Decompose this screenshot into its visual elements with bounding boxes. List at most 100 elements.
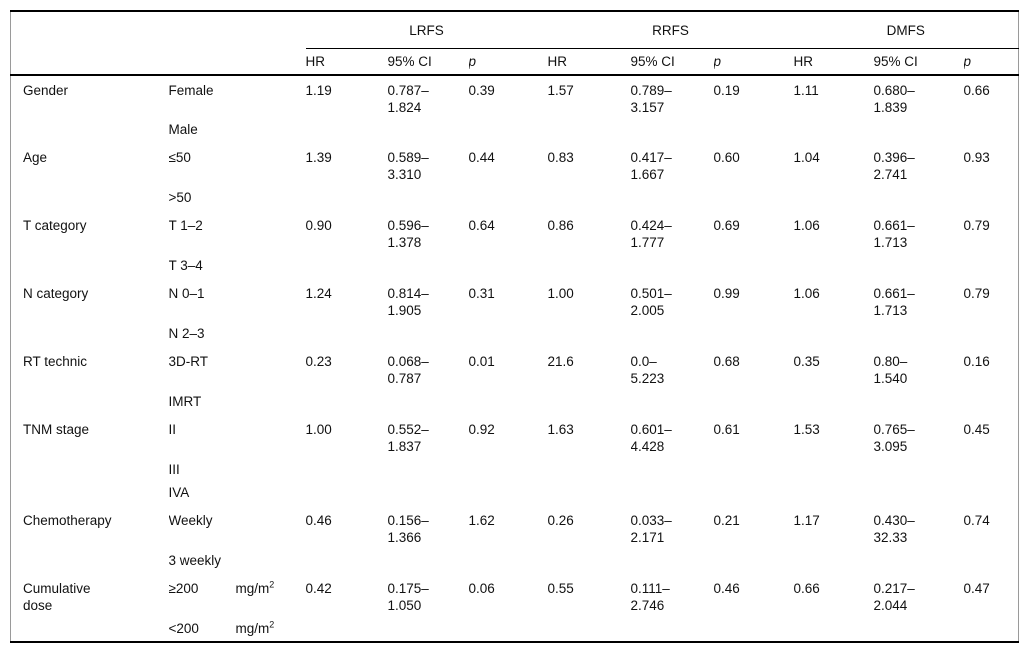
lrfs-p: 0.92: [468, 422, 495, 437]
col-header-ci: 95% CI: [630, 48, 714, 76]
dmfs-hr: 0.66: [793, 581, 820, 596]
rrfs-p: 0.61: [713, 422, 740, 437]
variable-label: T category: [23, 218, 87, 233]
lrfs-p: 0.64: [468, 218, 495, 233]
lrfs-hr: 1.39: [305, 150, 332, 165]
lrfs-ci: 0.552– 1.837: [387, 422, 429, 454]
subgroup-label: IVA: [168, 485, 190, 500]
lrfs-ci: 0.787– 1.824: [387, 83, 429, 115]
empty-cell: [11, 256, 169, 279]
table-row: T category T 1–2 0.90 0.596– 1.378 0.64 …: [11, 211, 1019, 256]
lrfs-ci: 0.068– 0.787: [387, 354, 429, 386]
lrfs-p: 0.44: [468, 150, 495, 165]
variable-label: TNM stage: [23, 422, 90, 437]
table-subrow: N 2–3: [11, 324, 1019, 347]
table-row: Age ≤50 1.39 0.589– 3.310 0.44 0.83 0.41…: [11, 143, 1019, 188]
table-row: N category N 0–1 1.24 0.814– 1.905 0.31 …: [11, 279, 1019, 324]
rrfs-hr: 0.86: [547, 218, 574, 233]
dose-unit-exponent: 2: [269, 579, 275, 590]
subgroup-label: Male: [168, 122, 198, 137]
dmfs-ci: 0.80– 1.540: [873, 354, 908, 386]
col-header-hr: HR: [305, 48, 388, 76]
rrfs-hr: 0.83: [547, 150, 574, 165]
lrfs-ci: 0.175– 1.050: [387, 581, 429, 613]
table-row: Chemotherapy Weekly 0.46 0.156– 1.366 1.…: [11, 506, 1019, 551]
empty-cell: [306, 324, 1019, 347]
col-header-hr: HR: [793, 48, 874, 76]
lrfs-hr: 0.42: [305, 581, 332, 596]
empty-cell: [11, 11, 306, 49]
rrfs-hr: 0.26: [547, 513, 574, 528]
rrfs-hr: 1.57: [547, 83, 574, 98]
empty-cell: [306, 392, 1019, 415]
dmfs-hr: 1.11: [793, 83, 819, 98]
table-column-header-row: HR 95% CI p HR 95% CI p HR 95% CI p: [10, 48, 1019, 76]
table-row: TNM stage II 1.00 0.552– 1.837 0.92 1.63…: [11, 415, 1019, 460]
subgroup-label: II: [168, 422, 177, 437]
rrfs-ci: 0.601– 4.428: [630, 422, 672, 454]
dmfs-hr: 1.06: [793, 286, 820, 301]
subgroup-label: T 3–4: [168, 258, 203, 273]
variable-label: Gender: [23, 83, 69, 98]
hazard-ratio-table: LRFS RRFS DMFS HR 95% CI p HR 95% CI p H…: [10, 10, 1020, 643]
rrfs-hr: 1.00: [547, 286, 574, 301]
group-header-dmfs: DMFS: [793, 11, 1019, 49]
col-header-ci: 95% CI: [387, 48, 469, 76]
subgroup-label: T 1–2: [168, 218, 203, 233]
rrfs-hr: 21.6: [547, 354, 574, 369]
table-group-header-row: LRFS RRFS DMFS: [11, 11, 1019, 49]
table-subrow: >50: [11, 188, 1019, 211]
col-header-p: p: [468, 48, 548, 76]
lrfs-hr: 0.23: [305, 354, 332, 369]
lrfs-p: 0.31: [468, 286, 495, 301]
empty-cell: [11, 483, 169, 506]
subgroup-label: <200 mg/m2: [169, 619, 306, 642]
dose-unit: mg/m2: [235, 579, 275, 596]
dose-value: ≥200: [168, 581, 199, 596]
variable-label: Chemotherapy: [23, 513, 112, 528]
rrfs-hr: 0.55: [547, 581, 574, 596]
table-subrow: IMRT: [11, 392, 1019, 415]
variable-label: Cumulative dose: [23, 581, 91, 613]
table-subrow: III: [11, 460, 1019, 483]
rrfs-p: 0.60: [713, 150, 740, 165]
subgroup-label: N 0–1: [168, 286, 205, 301]
dmfs-p: 0.47: [963, 581, 990, 596]
lrfs-ci: 0.596– 1.378: [387, 218, 429, 250]
subgroup-label: N 2–3: [168, 326, 205, 341]
empty-cell: [11, 392, 169, 415]
dmfs-p: 0.74: [963, 513, 990, 528]
group-header-rrfs: RRFS: [547, 11, 794, 49]
group-header-lrfs: LRFS: [305, 11, 548, 49]
table-subrow: 3 weekly: [11, 551, 1019, 574]
lrfs-p: 0.01: [468, 354, 495, 369]
subgroup-label: >50: [168, 190, 192, 205]
dmfs-ci: 0.430– 32.33: [873, 513, 915, 545]
lrfs-hr: 1.24: [305, 286, 332, 301]
dmfs-p: 0.79: [963, 218, 990, 233]
empty-cell: [11, 188, 169, 211]
empty-cell: [11, 120, 169, 143]
dmfs-p: 0.79: [963, 286, 990, 301]
dmfs-p: 0.66: [963, 83, 990, 98]
dmfs-hr: 0.35: [793, 354, 820, 369]
empty-cell: [306, 551, 1019, 574]
lrfs-p: 0.06: [468, 581, 495, 596]
subgroup-label: Weekly: [168, 513, 213, 528]
lrfs-ci: 0.156– 1.366: [387, 513, 429, 545]
empty-cell: [306, 460, 1019, 483]
col-header-ci: 95% CI: [873, 48, 964, 76]
dmfs-p: 0.45: [963, 422, 990, 437]
table-subrow: T 3–4: [11, 256, 1019, 279]
rrfs-p: 0.46: [713, 581, 740, 596]
dmfs-ci: 0.396– 2.741: [873, 150, 915, 182]
col-header-p: p: [963, 48, 1019, 76]
col-header-hr: HR: [547, 48, 631, 76]
col-header-p: p: [713, 48, 794, 76]
dmfs-hr: 1.53: [793, 422, 820, 437]
empty-cell: [306, 188, 1019, 211]
variable-label: N category: [23, 286, 89, 301]
empty-cell: [306, 256, 1019, 279]
lrfs-p: 1.62: [468, 513, 495, 528]
subgroup-label: Female: [168, 83, 214, 98]
